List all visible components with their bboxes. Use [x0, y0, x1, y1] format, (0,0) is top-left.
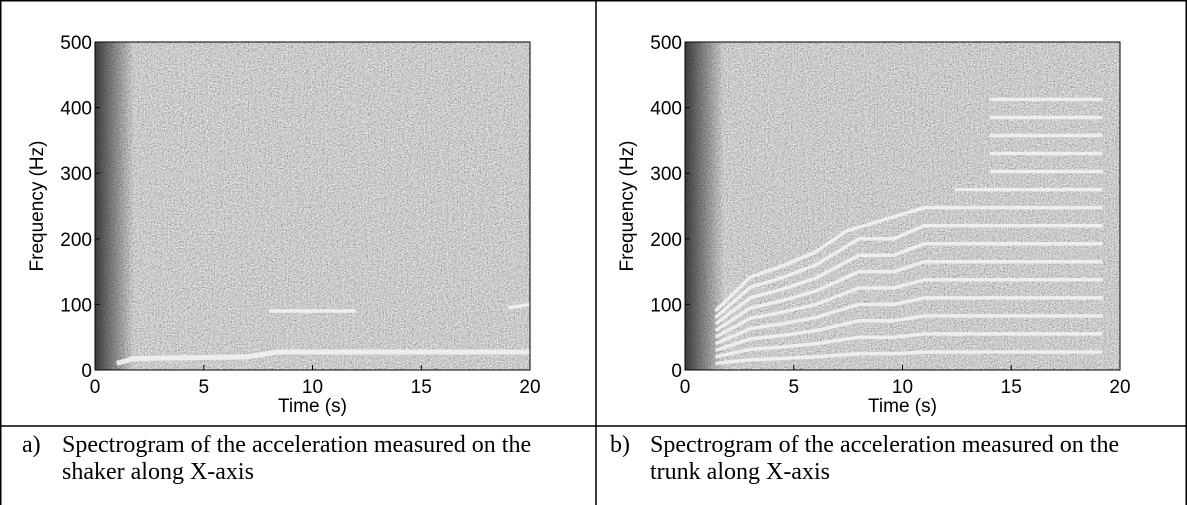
y-tick-label: 500 [650, 33, 682, 54]
harmonic-trace [715, 350, 1103, 366]
y-tick-label: 300 [60, 164, 92, 185]
y-tick-label: 0 [671, 361, 682, 382]
x-axis-label: Time (s) [868, 396, 937, 417]
caption-text: Spectrogram of the acceleration measured… [62, 432, 532, 485]
harmonic-trace [714, 260, 1103, 333]
harmonic-trace [714, 205, 1103, 313]
harmonic-trace [714, 296, 1103, 346]
spectrogram-panel: 0 100 200 300 400 500 0 5 10 15 20 Time (s) Frequenc… [617, 33, 1131, 417]
harmonic-trace [714, 278, 1103, 339]
caption-text: Spectrogram of the acceleration measured… [650, 432, 1120, 485]
x-tick-label: 10 [892, 377, 913, 398]
harmonic-trace [507, 302, 531, 310]
y-tick-label: 300 [650, 164, 682, 185]
x-tick-label: 5 [198, 377, 209, 398]
y-tick-label: 400 [60, 99, 92, 120]
y-axis-label: Frequency (Hz) [27, 141, 48, 272]
harmonic-trace [714, 241, 1103, 326]
y-tick-label: 200 [650, 230, 682, 251]
caption-letter: b) [610, 432, 630, 458]
harmonic-trace [715, 332, 1103, 359]
harmonic-trace [116, 349, 530, 366]
x-tick-label: 0 [90, 377, 101, 398]
y-axis-label: Frequency (Hz) [617, 141, 638, 272]
y-tick-label: 200 [60, 230, 92, 251]
x-tick-label: 20 [519, 377, 540, 398]
x-axis-label: Time (s) [278, 396, 347, 417]
harmonic-trace [714, 223, 1103, 319]
x-tick-label: 15 [411, 377, 432, 398]
harmonic-trace [714, 314, 1103, 352]
y-tick-label: 500 [60, 33, 92, 54]
x-tick-label: 0 [680, 377, 691, 398]
y-tick-label: 100 [650, 295, 682, 316]
x-tick-label: 10 [302, 377, 323, 398]
caption-letter: a) [22, 432, 41, 458]
x-tick-label: 5 [788, 377, 799, 398]
spectrogram-image [95, 42, 530, 370]
y-tick-label: 100 [60, 295, 92, 316]
spectrogram-panel: 0 100 200 300 400 500 0 5 10 15 20 Time (s) Frequenc… [27, 33, 541, 417]
x-tick-label: 20 [1109, 377, 1130, 398]
x-tick-label: 15 [1001, 377, 1022, 398]
dark-onset-band [95, 42, 135, 370]
y-tick-label: 0 [81, 361, 92, 382]
y-tick-label: 400 [650, 99, 682, 120]
